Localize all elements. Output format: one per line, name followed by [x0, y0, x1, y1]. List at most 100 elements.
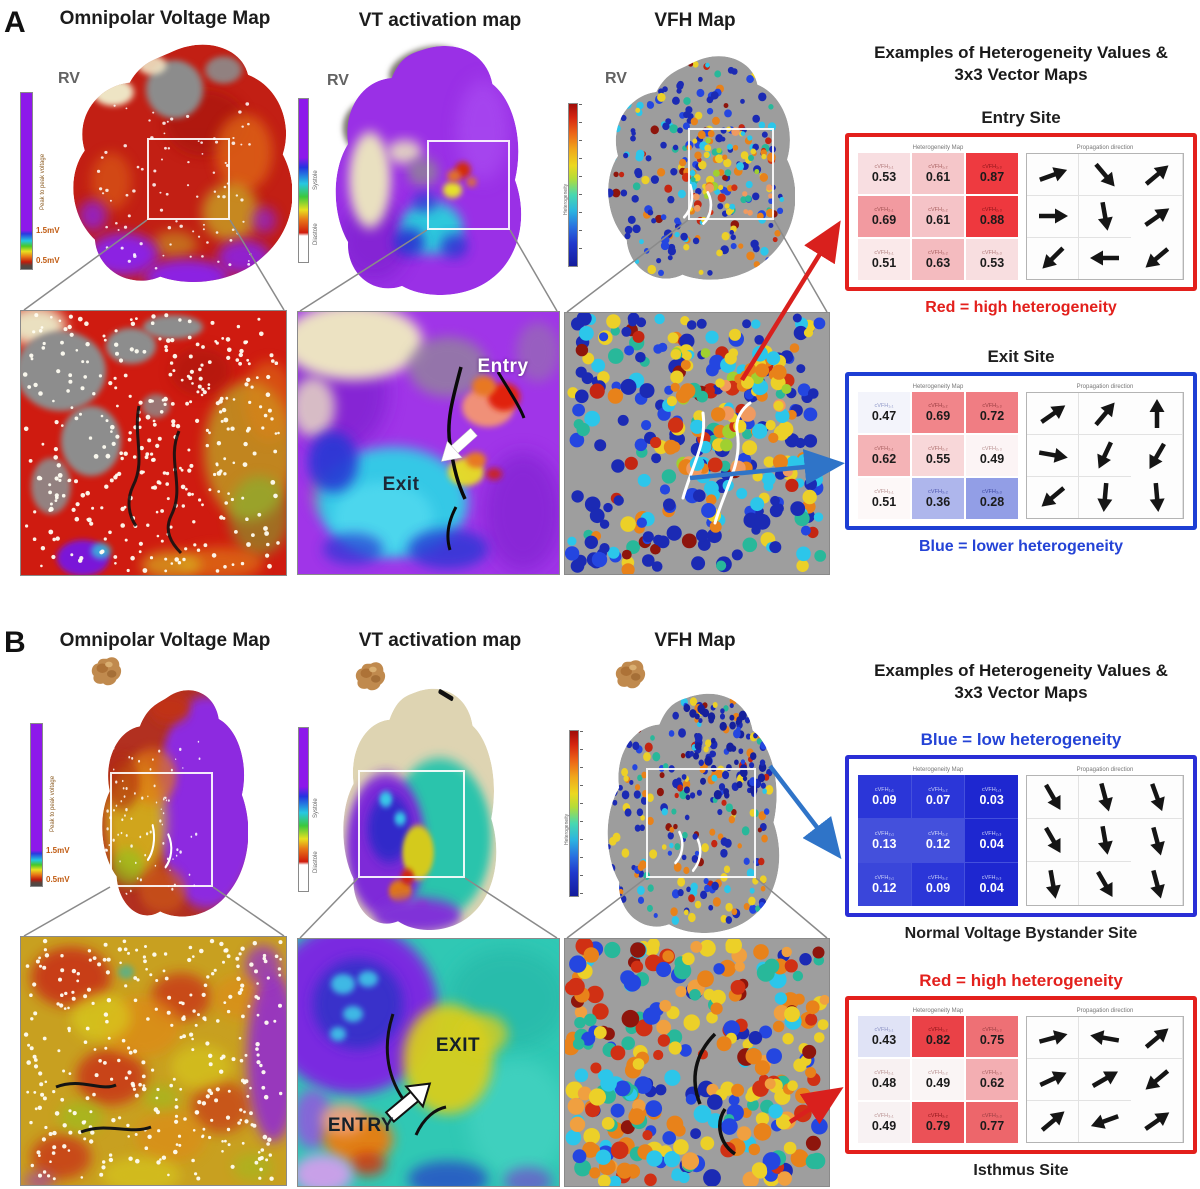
heart-orientation-icon — [91, 657, 122, 686]
cell-value: 0.03 — [979, 792, 1004, 807]
vector-title: Propagation direction — [1076, 384, 1134, 391]
grid-cell: cVFH₂,₃ 0.62 — [966, 1059, 1018, 1101]
vector-arrow — [1135, 775, 1179, 819]
cell-value: 0.63 — [925, 255, 951, 270]
vector-cell — [1131, 1017, 1183, 1059]
isthmus-site-card: Red = high heterogeneity Heterogeneity M… — [845, 971, 1197, 1180]
vector-cell — [1027, 476, 1079, 519]
vector-cell — [1079, 435, 1131, 477]
heterogeneity-grid: cVFH₁,₁ 0.43 cVFH₁,₂ 0.82 cVFH₁,₃ — [858, 1016, 1018, 1144]
colorbar-tick: 0.5mV — [46, 875, 70, 884]
card-box: Heterogeneity Map cVFH₁,₁ 0.53 cVFH₁,₂ 0… — [845, 133, 1197, 292]
vector-arrow — [1133, 1014, 1181, 1062]
heart-orientation-icon — [615, 660, 646, 689]
rv-label: RV — [605, 70, 627, 87]
card-caption: Blue = lower heterogeneity — [918, 538, 1124, 556]
card-title: Red = high heterogeneity — [919, 971, 1123, 991]
vector-arrow — [1082, 1056, 1128, 1102]
grid-cell: cVFH₂,₂ 0.49 — [912, 1059, 964, 1101]
vector-cell — [1027, 195, 1079, 238]
grid-cell: cVFH₂,₃ 0.04 — [965, 819, 1018, 863]
cell-value: 0.09 — [925, 880, 951, 895]
exit-label: Exit — [382, 474, 420, 495]
cell-label: cVFH₃,₂ — [928, 249, 948, 256]
colorbar-axis-label: Systole — [313, 798, 319, 818]
grid-cell: cVFH₁,₂ 0.07 — [911, 775, 965, 819]
grid-title: Heterogeneity Map — [912, 767, 964, 774]
cell-label: cVFH₁,₁ — [874, 163, 894, 170]
voltage-colorbar — [30, 723, 43, 887]
grid-cell: cVFH₂,₁ 0.13 — [858, 819, 911, 863]
vector-arrow — [1085, 820, 1124, 859]
cell-label: cVFH₁,₂ — [928, 402, 948, 409]
vfh-inset-b — [564, 938, 830, 1187]
entry-label: ENTRY — [327, 1115, 395, 1136]
grid-title: Heterogeneity Map — [912, 145, 964, 152]
cell-label: cVFH₃,₁ — [874, 1112, 894, 1119]
vector-cell — [1027, 154, 1079, 196]
examples-column-b: Examples of Heterogeneity Values & 3x3 V… — [845, 660, 1197, 1180]
cell-label: cVFH₃,₃ — [981, 874, 1002, 881]
grid-title: Heterogeneity Map — [912, 1008, 964, 1015]
vector-cell — [1131, 819, 1183, 863]
panel-b-title-vt-activation: VT activation map — [358, 630, 522, 651]
vector-title: Propagation direction — [1076, 767, 1134, 774]
omnipolar-voltage-map-b — [102, 690, 248, 917]
cell-label: cVFH₂,₂ — [928, 445, 948, 452]
cell-label: cVFH₃,₃ — [982, 249, 1002, 256]
vector-map — [1026, 153, 1184, 281]
cell-value: 0.12 — [872, 880, 897, 895]
vector-cell — [1079, 393, 1131, 435]
grid-cell: cVFH₃,₃ 0.53 — [966, 239, 1018, 281]
cell-value: 0.04 — [979, 880, 1004, 895]
cell-value: 0.47 — [871, 408, 897, 423]
cell-value: 0.49 — [979, 451, 1005, 466]
vector-arrow — [1029, 473, 1077, 521]
colorbar-axis-label: Heterogeneity — [563, 183, 569, 215]
roi-square — [646, 768, 756, 878]
grid-cell: cVFH₁,₂ 0.82 — [912, 1016, 964, 1058]
cell-label: cVFH₂,₂ — [928, 206, 948, 213]
vfh-colorbar — [568, 103, 578, 267]
grid-cell: cVFH₁,₁ 0.09 — [858, 775, 911, 819]
vector-arrow — [1136, 863, 1178, 905]
cell-label: cVFH₁,₁ — [874, 786, 894, 793]
grid-cell: cVFH₁,₁ 0.47 — [858, 392, 910, 434]
cell-value: 0.88 — [979, 212, 1005, 227]
bystander-site-card: Blue = low heterogeneity Heterogeneity M… — [845, 730, 1197, 943]
card-box: Heterogeneity Map cVFH₁,₁ 0.09 cVFH₁,₂ 0… — [845, 755, 1197, 918]
vector-cell — [1131, 862, 1183, 906]
voltage-colorbar — [20, 92, 33, 270]
cell-label: cVFH₂,₂ — [928, 1069, 948, 1076]
colorbar-tick: 1.5mV — [46, 846, 70, 855]
cell-label: cVFH₂,₁ — [874, 445, 894, 452]
panel-b-title-omnipolar: Omnipolar Voltage Map — [59, 630, 271, 651]
vector-arrow — [1030, 1057, 1075, 1102]
colorbar-axis-label: Peak to peak voltage — [50, 775, 56, 832]
vt-activation-inset-a: Entry Exit — [297, 311, 560, 575]
vector-cell — [1079, 154, 1131, 196]
grid-cell: cVFH₃,₃ 0.28 — [966, 478, 1018, 520]
panel-b-letter: B — [4, 626, 26, 659]
cell-value: 0.13 — [872, 836, 897, 851]
vector-cell — [1079, 776, 1131, 820]
grid-cell: cVFH₂,₂ 0.55 — [912, 435, 964, 477]
cell-label: cVFH₂,₁ — [874, 1069, 894, 1076]
grid-cell: cVFH₁,₃ 0.03 — [965, 775, 1018, 819]
cell-value: 0.69 — [925, 408, 951, 423]
vector-arrow — [1133, 1098, 1180, 1145]
vector-arrow — [1033, 435, 1072, 474]
vector-arrow — [1029, 817, 1075, 863]
grid-cell: cVFH₁,₂ 0.69 — [912, 392, 964, 434]
grid-cell: cVFH₁,₁ 0.43 — [858, 1016, 910, 1058]
colorbar-axis-label: Systole — [313, 170, 319, 190]
grid-cell: cVFH₁,₃ 0.75 — [966, 1016, 1018, 1058]
cell-label: cVFH₁,₁ — [874, 1026, 894, 1033]
vector-cell — [1027, 237, 1079, 280]
vector-cell — [1131, 1098, 1183, 1145]
vector-cell — [1131, 195, 1183, 238]
vector-arrow — [1082, 860, 1128, 906]
grid-cell: cVFH₁,₂ 0.61 — [912, 153, 964, 195]
cell-label: cVFH₃,₃ — [982, 488, 1002, 495]
vector-cell — [1131, 434, 1183, 477]
